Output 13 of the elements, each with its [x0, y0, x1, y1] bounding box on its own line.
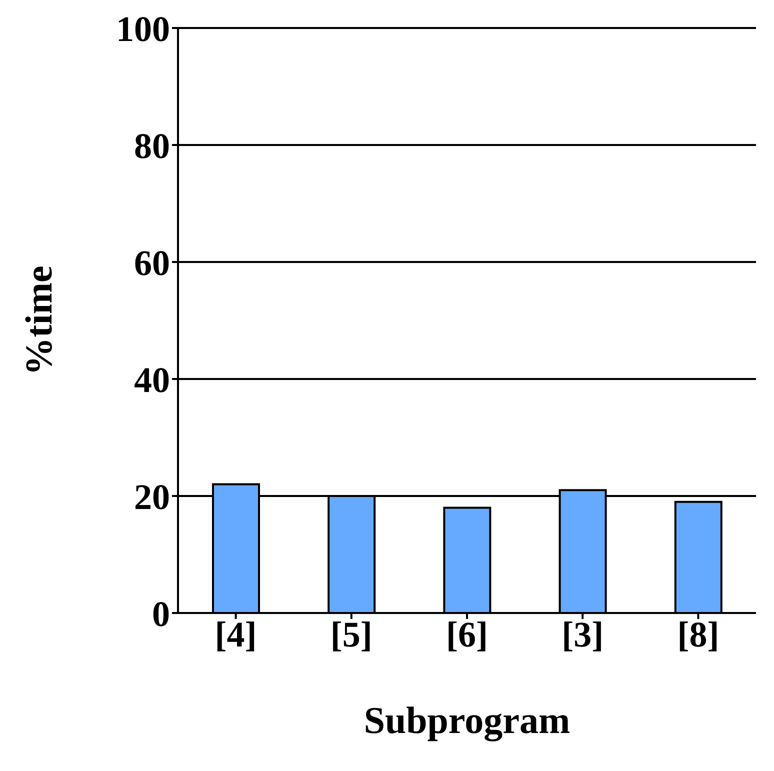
x-tick-label: [6] — [446, 614, 488, 655]
x-axis-title: Subprogram — [364, 700, 570, 742]
x-tick-label: [4] — [214, 614, 257, 655]
y-tick-label: 60 — [134, 242, 170, 283]
y-tick-label: 100 — [116, 8, 170, 49]
y-tick-label: 80 — [134, 126, 170, 166]
y-tick-label: 20 — [134, 476, 170, 517]
x-tick-label: [3] — [562, 614, 604, 655]
y-axis-title: %time — [18, 266, 60, 376]
y-tick-label: 40 — [134, 360, 170, 400]
x-tick-label: [8] — [677, 614, 720, 655]
x-tick-label: [5] — [330, 614, 372, 655]
y-tick-label: 0 — [152, 594, 170, 634]
